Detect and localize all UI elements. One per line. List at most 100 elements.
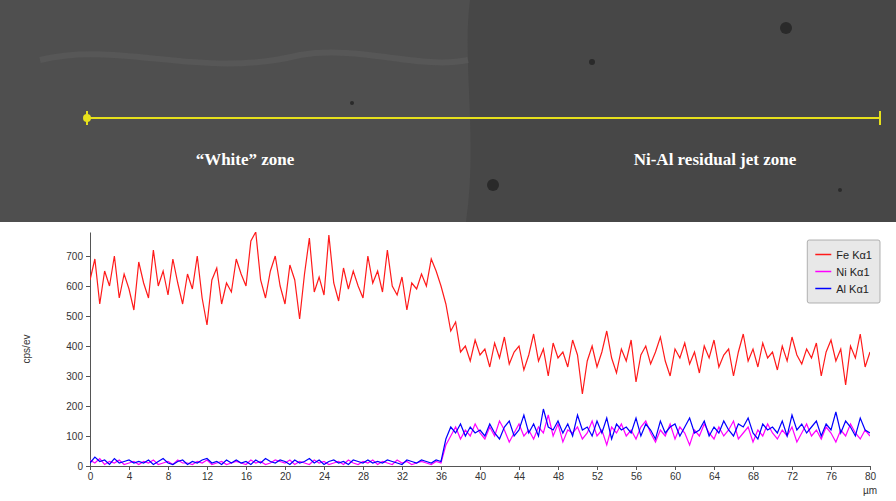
x-axis-tick-label: 76: [826, 471, 838, 482]
y-axis-tick-mark: [86, 376, 90, 377]
chart-svg: “White” zoneNi-Al residual jet zone04812…: [0, 0, 896, 501]
y-axis-tick-label: 0: [77, 461, 83, 472]
y-axis-tick: 500: [66, 311, 90, 322]
series-line: [90, 415, 870, 465]
x-axis-tick-mark: [324, 466, 325, 470]
y-axis-tick: 0: [77, 461, 90, 472]
micrograph-spot: [487, 179, 499, 191]
x-axis-tick: 64: [709, 466, 721, 482]
micrograph-spot: [780, 22, 792, 34]
y-axis-tick-mark: [86, 256, 90, 257]
x-axis-tick: 56: [631, 466, 643, 482]
x-axis-tick: 4: [127, 466, 133, 482]
plot-marks: [90, 232, 870, 465]
x-axis-tick-label: 44: [514, 471, 526, 482]
x-axis-tick-mark: [246, 466, 247, 470]
x-axis-tick: 44: [514, 466, 526, 482]
x-axis-tick-mark: [90, 466, 91, 470]
y-axis-tick-label: 300: [66, 371, 83, 382]
y-axis-tick-mark: [86, 466, 90, 467]
series-line: [90, 232, 870, 394]
x-axis-tick: 68: [748, 466, 760, 482]
x-axis-tick-label: 64: [709, 471, 721, 482]
y-axis-tick-mark: [86, 406, 90, 407]
x-axis-tick-mark: [792, 466, 793, 470]
micrograph-spot: [838, 188, 842, 192]
legend-swatch: [815, 254, 831, 256]
micrograph-left-zone: [0, 0, 896, 222]
x-axis-tick-mark: [558, 466, 559, 470]
scan-line-end: [879, 111, 881, 125]
y-axis-tick-label: 700: [66, 251, 83, 262]
x-axis-tick: 48: [553, 466, 565, 482]
legend-label: Ni Kα1: [836, 266, 869, 278]
x-axis-tick-label: 12: [202, 471, 214, 482]
y-axis-tick: 400: [66, 341, 90, 352]
micrograph-spot: [589, 59, 595, 65]
x-axis-tick-mark: [441, 466, 442, 470]
x-axis: 048121620242832364044485256606468727680: [88, 466, 877, 482]
x-axis-tick-mark: [831, 466, 832, 470]
annotation: Ni-Al residual jet zone: [634, 150, 797, 169]
x-axis-tick: 8: [166, 466, 172, 482]
chart-container: “White” zoneNi-Al residual jet zone04812…: [0, 0, 896, 501]
x-axis-tick-label: 4: [127, 471, 133, 482]
x-axis-tick-label: 40: [475, 471, 487, 482]
x-axis-tick-label: 28: [358, 471, 370, 482]
y-axis-tick: 200: [66, 401, 90, 412]
micrograph: “White” zone Ni-Al residual jet zone: [0, 0, 896, 222]
y-axis-tick-label: 100: [66, 431, 83, 442]
x-axis-tick-mark: [168, 466, 169, 470]
y-axis-title: cps/ev: [21, 335, 32, 364]
x-axis-tick: 24: [319, 466, 331, 482]
x-axis-tick-label: 56: [631, 471, 643, 482]
y-axis-tick-mark: [86, 346, 90, 347]
y-axis-tick-label: 200: [66, 401, 83, 412]
y-axis-tick: 600: [66, 281, 90, 292]
y-axis-tick-mark: [86, 286, 90, 287]
x-axis-tick-mark: [753, 466, 754, 470]
x-axis-tick-label: 20: [280, 471, 292, 482]
x-axis-tick-mark: [480, 466, 481, 470]
x-axis-tick: 60: [670, 466, 682, 482]
legend-swatch: [815, 288, 831, 290]
y-axis: 0 100 200 300 400 500 600 700: [66, 233, 90, 472]
x-axis-tick-mark: [402, 466, 403, 470]
x-axis-tick: 28: [358, 466, 370, 482]
y-axis-tick-mark: [86, 316, 90, 317]
x-axis-tick-mark: [207, 466, 208, 470]
x-axis-tick-label: 32: [397, 471, 409, 482]
x-axis-tick-label: 0: [88, 471, 94, 482]
legend-swatch: [815, 271, 831, 273]
x-axis-tick: 40: [475, 466, 487, 482]
x-axis-tick: 20: [280, 466, 292, 482]
y-axis-tick-label: 400: [66, 341, 83, 352]
legend-box: [807, 240, 880, 303]
x-axis-tick-label: 80: [865, 471, 877, 482]
x-axis-tick-mark: [870, 466, 871, 470]
legend-label: Fe Kα1: [836, 249, 872, 261]
x-axis-tick: 0: [88, 466, 94, 482]
scan-line-dot: [83, 114, 91, 122]
y-axis-tick-label: 500: [66, 311, 83, 322]
y-axis-tick: 100: [66, 431, 90, 442]
x-axis-tick-label: 36: [436, 471, 448, 482]
x-axis-tick: 36: [436, 466, 448, 482]
y-axis-tick-label: 600: [66, 281, 83, 292]
y-axis-tick-mark: [86, 436, 90, 437]
x-axis-tick: 72: [787, 466, 799, 482]
y-axis-tick: 300: [66, 371, 90, 382]
x-axis-tick: 52: [592, 466, 604, 482]
annotation: “White” zone: [196, 150, 295, 169]
series-line: [90, 409, 870, 465]
x-axis-tick-mark: [714, 466, 715, 470]
micrograph-right-zone: [466, 0, 896, 222]
x-axis-tick: 12: [202, 466, 214, 482]
x-axis-tick-label: 24: [319, 471, 331, 482]
x-axis-tick-mark: [519, 466, 520, 470]
x-axis-tick: 32: [397, 466, 409, 482]
x-axis-tick-label: 68: [748, 471, 760, 482]
x-axis-tick-mark: [636, 466, 637, 470]
y-axis-line: [90, 233, 91, 467]
x-axis-tick: 16: [241, 466, 253, 482]
